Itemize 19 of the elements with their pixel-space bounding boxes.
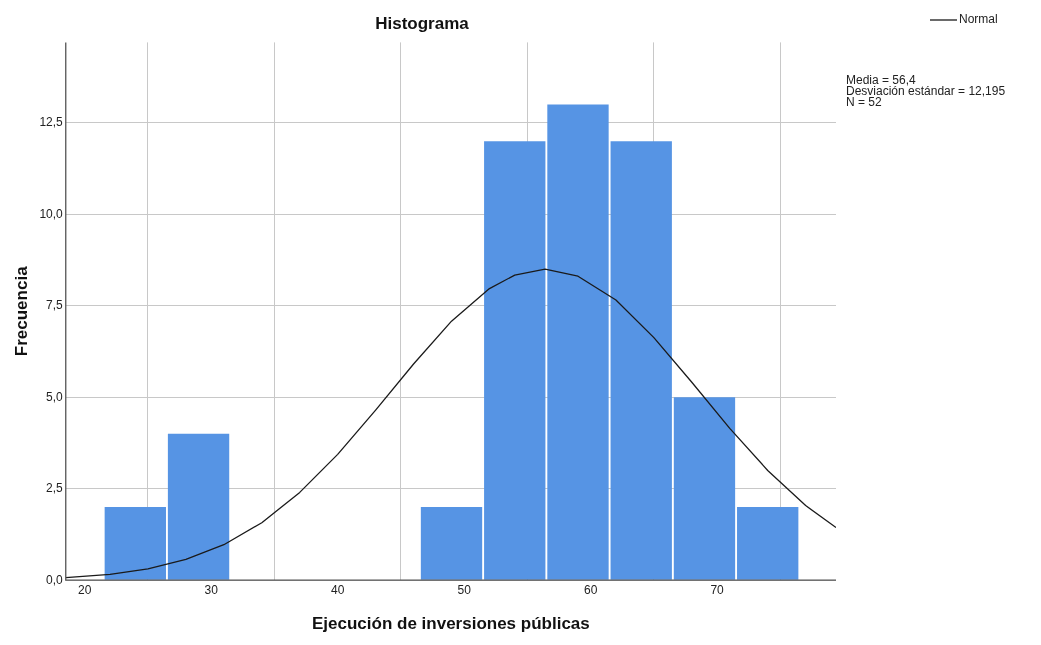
y-tick-label: 12,5 — [39, 115, 64, 130]
x-axis-title: Ejecución de inversiones públicas — [311, 614, 590, 634]
y-tick-label: 5,0 — [46, 389, 64, 404]
x-tick-label: 20 — [78, 582, 92, 597]
legend-label: Normal — [959, 12, 998, 27]
x-tick-label: 50 — [457, 582, 472, 597]
y-tick-label: 7,5 — [46, 298, 64, 313]
text: Media = 56,4 — [846, 73, 917, 87]
y-tick-label: 10,0 — [39, 206, 64, 221]
x-tick-label: 60 — [583, 582, 598, 597]
chart-title: Histograma — [375, 13, 470, 33]
y-tick-label: 2,5 — [46, 481, 64, 496]
x-tick-label: 70 — [710, 582, 725, 597]
x-tick-label: 30 — [204, 582, 219, 597]
text: N = 52 — [846, 95, 883, 109]
y-axis-title: Frecuencia — [11, 265, 31, 357]
x-tick-label: 40 — [331, 582, 345, 597]
y-tick-label: 0,0 — [46, 572, 64, 587]
text: Desviación estándar = 12,195 — [846, 84, 1006, 98]
